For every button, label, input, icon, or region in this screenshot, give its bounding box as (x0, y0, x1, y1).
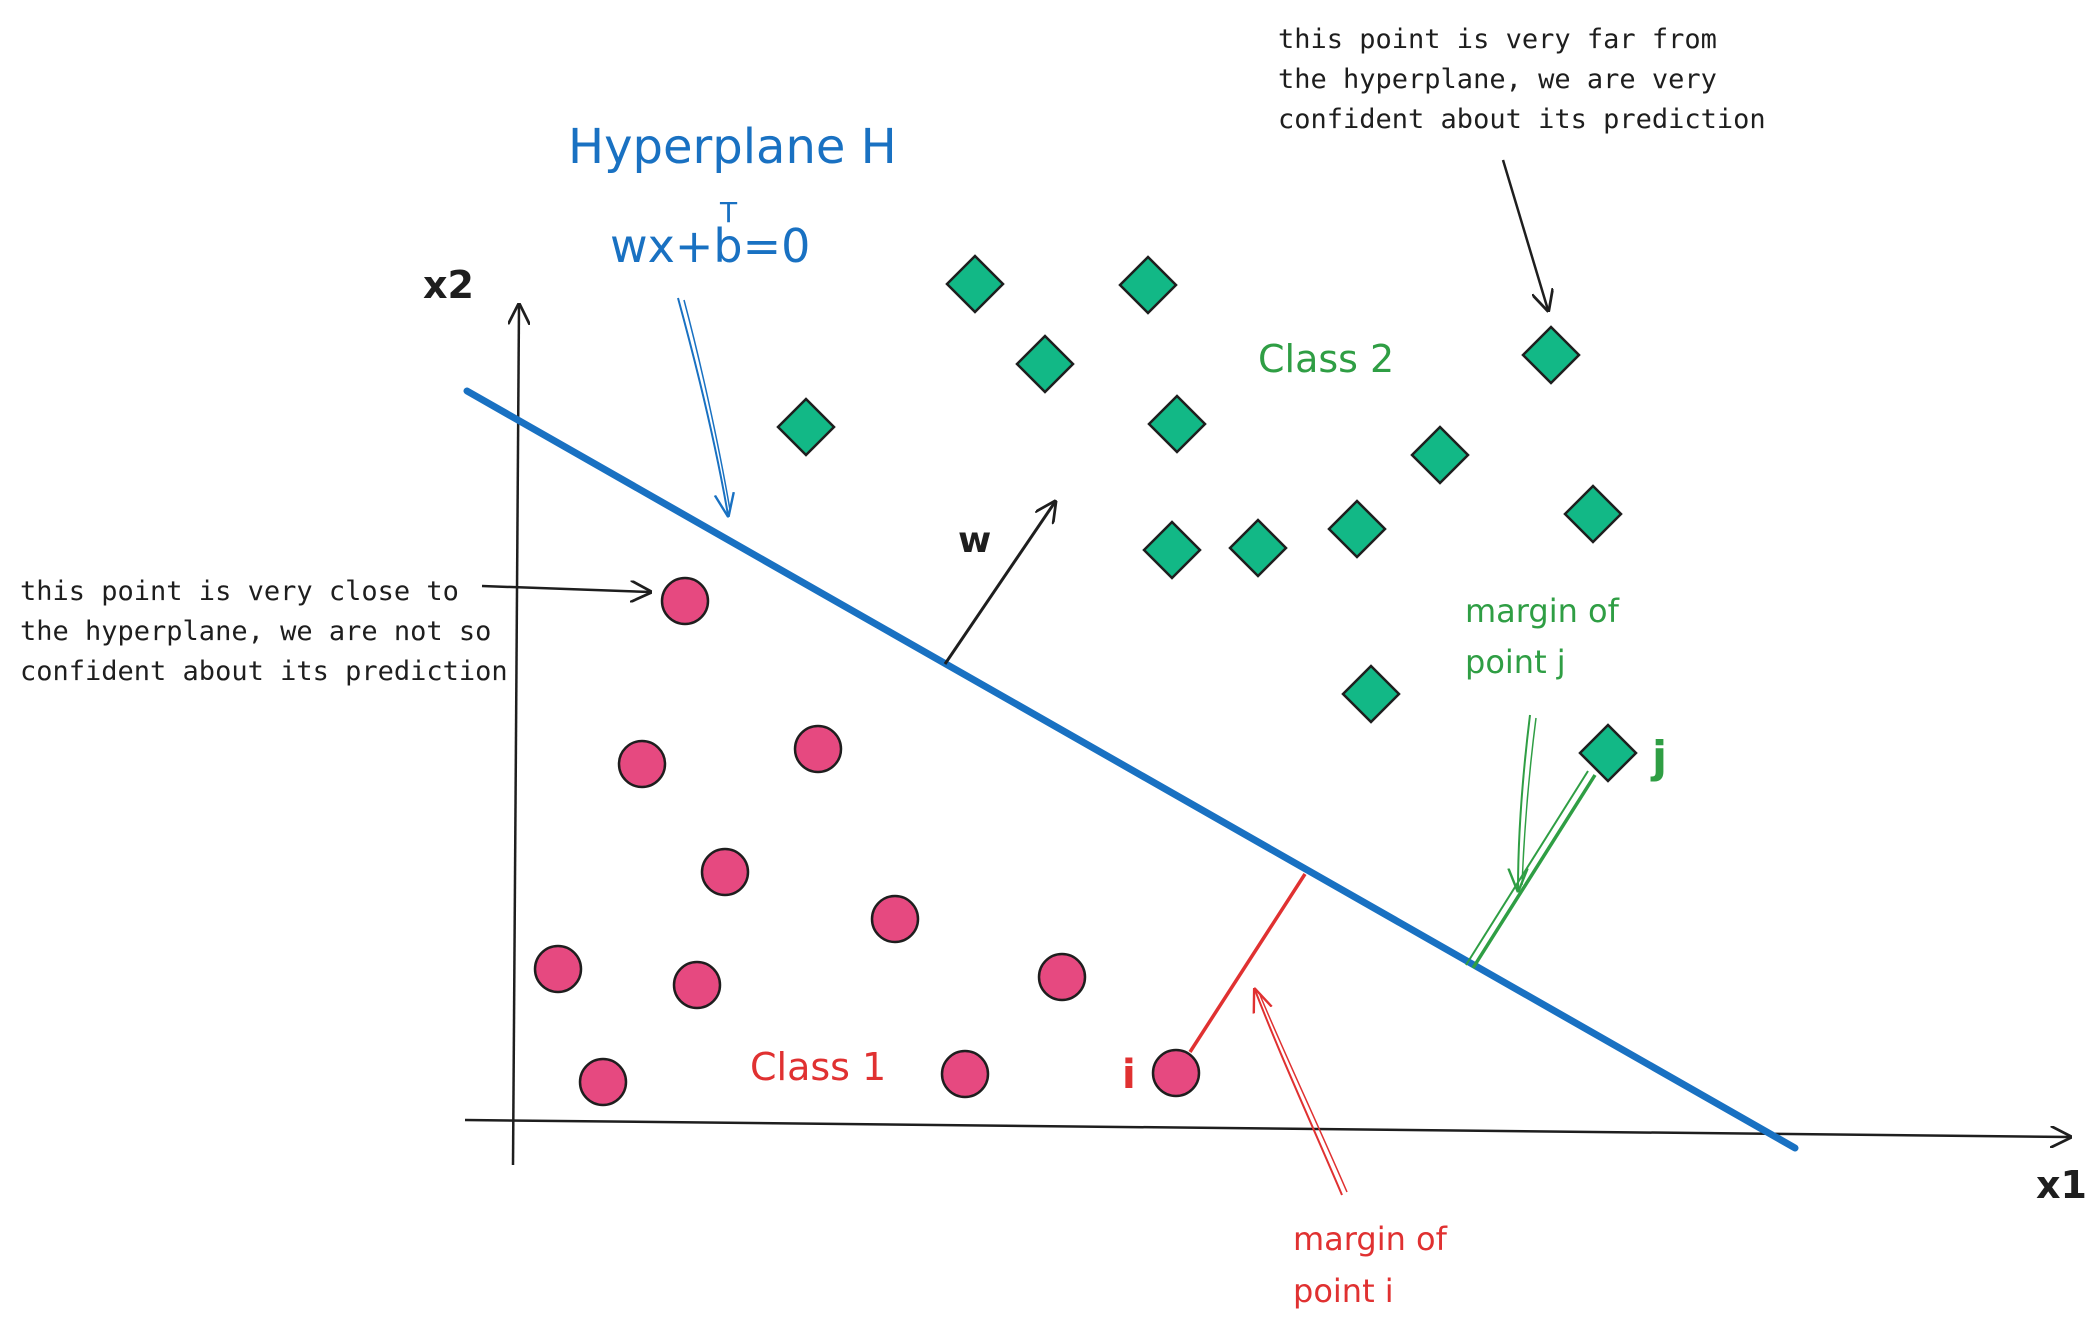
far-point-annotation: this point is very far from the hyperpla… (1278, 24, 1766, 310)
hyperplane-title: Hyperplane H (568, 119, 897, 175)
margin-j-text: margin of point j (1465, 592, 1629, 681)
class1-point (533, 944, 583, 994)
margin-i-text-line: margin of (1293, 1220, 1448, 1258)
hyperplane-line (463, 387, 1799, 1152)
normal-vector: w (943, 502, 1055, 665)
class2-point (776, 397, 836, 457)
far-point-text-line: confident about its prediction (1278, 104, 1766, 135)
x-axis-label: x1 (2036, 1163, 2087, 1207)
hyperplane-pointer-arrow (677, 297, 728, 515)
margin-j-pointer-arrow (1518, 714, 1531, 890)
close-point-annotation: this point is very close to the hyperpla… (20, 576, 650, 687)
class1-point (617, 739, 667, 789)
hyperplane-group: Hyperplane H wx+b=0 T (463, 119, 1799, 1152)
class1-point (940, 1049, 990, 1099)
margin-j-line (1471, 774, 1597, 969)
class2-points (776, 254, 1638, 783)
class1-point (793, 724, 843, 774)
class2-point (1341, 664, 1401, 724)
class1-point-i (1151, 1048, 1201, 1098)
far-point-text-line: this point is very far from (1278, 24, 1717, 55)
class2-point (1015, 334, 1075, 394)
margin-i-group: margin of point i (1188, 873, 1457, 1310)
class2-label: Class 2 (1258, 337, 1394, 381)
margin-j-group: margin of point j (1465, 592, 1629, 969)
hyperplane-pointer-arrow-stroke2 (683, 299, 731, 511)
normal-vector-label: w (958, 520, 991, 561)
margin-j-text-line: margin of (1465, 592, 1620, 630)
margin-i-line (1188, 873, 1307, 1053)
class1-label: Class 1 (750, 1045, 886, 1089)
axes: x1 x2 (423, 263, 2087, 1207)
close-point-text-line: the hyperplane, we are not so (20, 616, 491, 647)
close-point-text-line: this point is very close to (20, 576, 459, 607)
class1-points (533, 576, 1201, 1107)
class1-point (870, 894, 920, 944)
class2-point (945, 254, 1005, 314)
point-j-label: j (1650, 732, 1667, 783)
margin-i-pointer-arrow (1255, 990, 1343, 1196)
far-point-text: this point is very far from the hyperpla… (1278, 24, 1766, 135)
class2-point (1563, 484, 1623, 544)
class2-point (1142, 520, 1202, 580)
class1-point (700, 847, 750, 897)
class2-point (1410, 425, 1470, 485)
hyperplane-equation-superscript: T (719, 196, 738, 229)
hyperplane-equation: wx+b=0 (610, 219, 810, 273)
margin-i-text: margin of point i (1293, 1220, 1457, 1310)
class1-point (578, 1057, 628, 1107)
far-point-arrow (1501, 159, 1548, 310)
normal-vector-arrow (943, 502, 1055, 665)
class1-point (672, 960, 722, 1010)
class2-point (1228, 518, 1288, 578)
class2-point (1147, 394, 1207, 454)
point-i-label: i (1122, 1052, 1136, 1098)
close-point-text-line: confident about its prediction (20, 656, 508, 687)
y-axis (513, 305, 519, 1166)
class2-point-far (1521, 325, 1581, 385)
class2-point (1118, 255, 1178, 315)
y-axis-label: x2 (423, 263, 474, 307)
margin-j-line-stroke2 (1465, 770, 1589, 966)
close-point-text: this point is very close to the hyperpla… (20, 576, 508, 687)
x-axis (464, 1118, 2070, 1137)
margin-j-pointer-arrow-stroke2 (1521, 717, 1537, 886)
class2-point (1327, 499, 1387, 559)
margin-i-text-line: point i (1293, 1272, 1394, 1310)
margin-j-text-line: point j (1465, 643, 1566, 681)
close-point-arrow (481, 586, 650, 592)
far-point-text-line: the hyperplane, we are very (1278, 64, 1717, 95)
margin-i-pointer-arrow-stroke2 (1259, 994, 1348, 1193)
class2-point-j (1578, 723, 1638, 783)
class1-point (660, 576, 710, 626)
class1-point (1037, 952, 1087, 1002)
